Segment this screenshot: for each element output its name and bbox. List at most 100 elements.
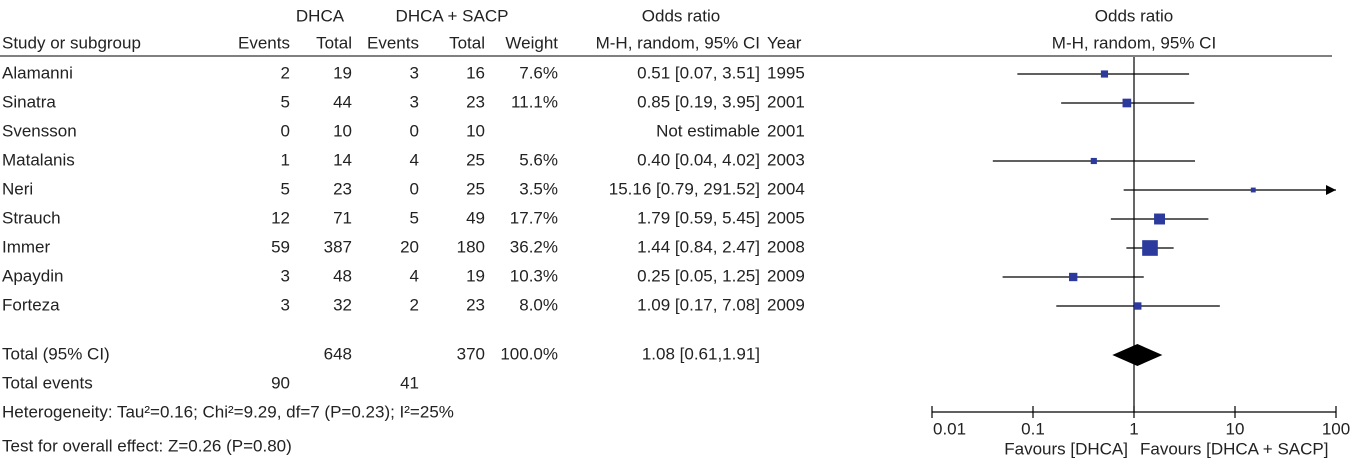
cell: 16 xyxy=(466,63,485,82)
cell: 15.16 [0.79, 291.52] xyxy=(609,179,760,198)
cell: 49 xyxy=(466,208,485,227)
cell: 0 xyxy=(281,121,290,140)
cell: 20 xyxy=(400,237,419,256)
cell: 17.7% xyxy=(510,208,558,227)
cell: 2 xyxy=(281,63,290,82)
x-tick-label: 0.01 xyxy=(933,419,966,438)
cell: 7.6% xyxy=(519,63,558,82)
group-header: DHCA + SACP xyxy=(396,6,509,25)
cell: 4 xyxy=(410,150,419,169)
cell: 2008 xyxy=(767,237,805,256)
cell: 2001 xyxy=(767,92,805,111)
cell: Forteza xyxy=(2,295,60,314)
cell: 59 xyxy=(271,237,290,256)
cell: 10 xyxy=(466,121,485,140)
cell: 2005 xyxy=(767,208,805,227)
cell: 1.44 [0.84, 2.47] xyxy=(637,237,760,256)
cell: 25 xyxy=(466,150,485,169)
cell: 0 xyxy=(410,121,419,140)
cell: 32 xyxy=(333,295,352,314)
cell: 3 xyxy=(281,295,290,314)
favours-left: Favours [DHCA] xyxy=(1004,439,1128,458)
cell: Apaydin xyxy=(2,266,63,285)
cell: Immer xyxy=(2,237,51,256)
cell: 1.79 [0.59, 5.45] xyxy=(637,208,760,227)
group-header: Odds ratio xyxy=(642,6,720,25)
cell: 48 xyxy=(333,266,352,285)
estimate-square xyxy=(1134,302,1142,310)
favours-right: Favours [DHCA + SACP] xyxy=(1140,439,1328,458)
estimate-square xyxy=(1090,157,1097,165)
column-header: Weight xyxy=(505,33,558,52)
cell: 19 xyxy=(466,266,485,285)
cell: 8.0% xyxy=(519,295,558,314)
cell: Strauch xyxy=(2,208,61,227)
cell: Total events xyxy=(2,373,93,392)
cell: 23 xyxy=(333,179,352,198)
column-header: Events xyxy=(238,33,290,52)
cell: Alamanni xyxy=(2,63,73,82)
estimate-square xyxy=(1122,98,1132,108)
cell: 100.0% xyxy=(500,344,558,363)
cell: Matalanis xyxy=(2,150,75,169)
cell: 648 xyxy=(324,344,352,363)
x-tick-label: 10 xyxy=(1226,419,1245,438)
column-header: Total xyxy=(449,33,485,52)
ci-arrow xyxy=(1326,185,1336,195)
cell: 0.51 [0.07, 3.51] xyxy=(637,63,760,82)
column-header: Study or subgroup xyxy=(2,33,141,52)
cell: 1.09 [0.17, 7.08] xyxy=(637,295,760,314)
cell: 180 xyxy=(457,237,485,256)
heterogeneity: Heterogeneity: Tau²=0.16; Chi²=9.29, df=… xyxy=(2,402,454,421)
cell: 3.5% xyxy=(519,179,558,198)
cell: 36.2% xyxy=(510,237,558,256)
cell: 5 xyxy=(281,179,290,198)
cell: 2003 xyxy=(767,150,805,169)
column-header: Events xyxy=(367,33,419,52)
estimate-square xyxy=(1142,240,1158,256)
x-tick-label: 0.1 xyxy=(1021,419,1045,438)
cell: 11.1% xyxy=(511,92,558,111)
cell: 0 xyxy=(410,179,419,198)
overall-effect: Test for overall effect: Z=0.26 (P=0.80) xyxy=(2,436,292,455)
estimate-square xyxy=(1154,213,1166,225)
cell: 3 xyxy=(281,266,290,285)
chart-title: Odds ratio xyxy=(1095,6,1173,25)
cell: 2 xyxy=(410,295,419,314)
cell: 71 xyxy=(333,208,352,227)
cell: 0.40 [0.04, 4.02] xyxy=(637,150,760,169)
estimate-square xyxy=(1250,187,1256,193)
cell: 5 xyxy=(410,208,419,227)
cell: 1995 xyxy=(767,63,805,82)
cell: 41 xyxy=(400,373,419,392)
cell: 1 xyxy=(281,150,290,169)
cell: Not estimable xyxy=(656,121,760,140)
x-tick-label: 1 xyxy=(1129,419,1138,438)
group-header: DHCA xyxy=(296,6,345,25)
cell: Svensson xyxy=(2,121,77,140)
column-header: Year xyxy=(767,33,802,52)
cell: 2009 xyxy=(767,295,805,314)
cell: 23 xyxy=(466,92,485,111)
cell: 0.25 [0.05, 1.25] xyxy=(637,266,760,285)
cell: Neri xyxy=(2,179,33,198)
cell: 3 xyxy=(410,63,419,82)
x-tick-label: 100 xyxy=(1322,419,1350,438)
cell: 5 xyxy=(281,92,290,111)
estimate-square xyxy=(1100,70,1109,78)
cell: 2004 xyxy=(767,179,805,198)
cell: 5.6% xyxy=(519,150,558,169)
cell: 387 xyxy=(324,237,352,256)
cell: 1.08 [0.61,1.91] xyxy=(642,344,760,363)
cell: 25 xyxy=(466,179,485,198)
cell: 10 xyxy=(333,121,352,140)
cell: Sinatra xyxy=(2,92,56,111)
chart-subtitle: M-H, random, 95% CI xyxy=(1052,33,1216,52)
cell: 0.85 [0.19, 3.95] xyxy=(637,92,760,111)
pooled-diamond xyxy=(1112,344,1163,366)
column-header: M-H, random, 95% CI xyxy=(596,33,760,52)
cell: 3 xyxy=(410,92,419,111)
cell: 2001 xyxy=(767,121,805,140)
